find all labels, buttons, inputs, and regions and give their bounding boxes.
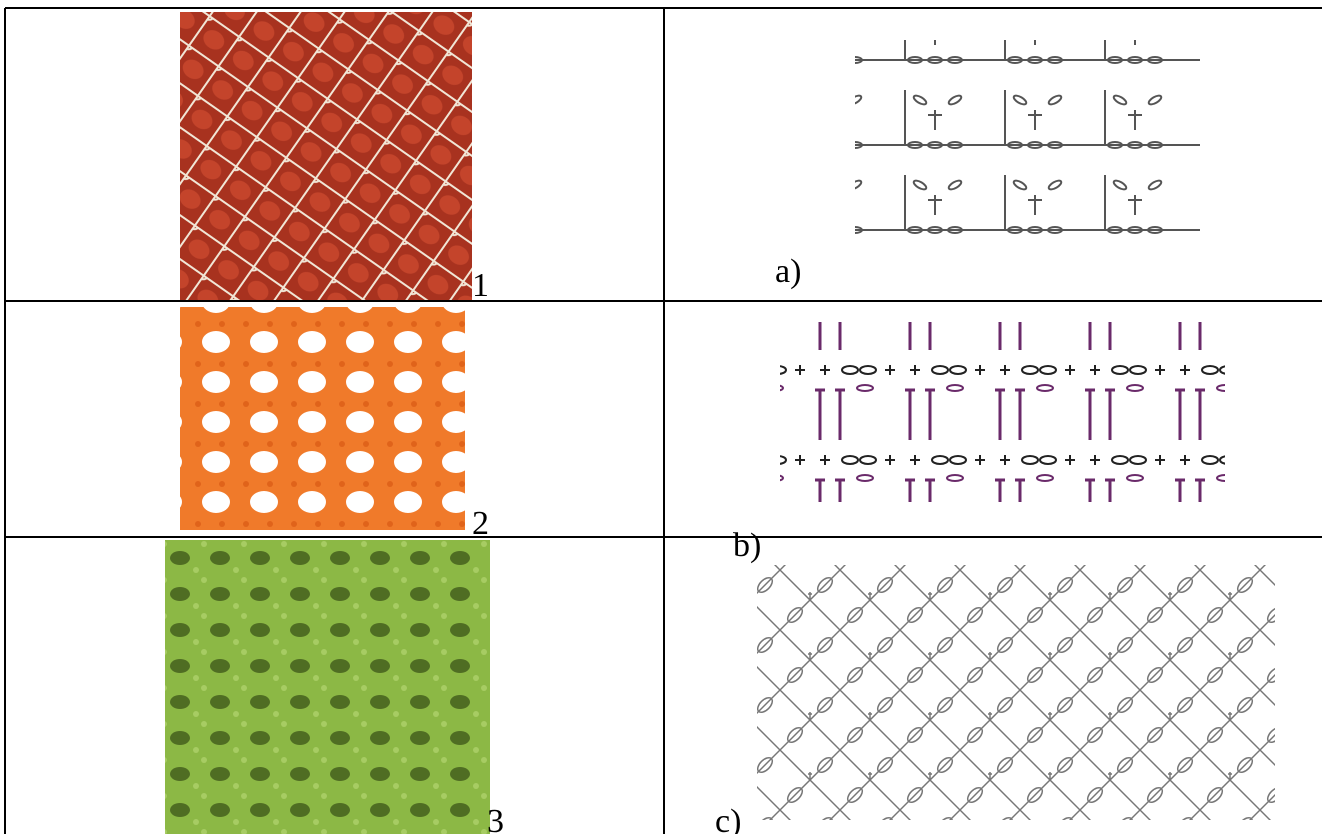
table-grid [4,7,1322,834]
sample-label: 1 [472,267,489,304]
pattern-diagram-c [757,565,1275,820]
pattern-diagram-a [855,40,1200,245]
green-mesh-sample [165,540,490,834]
diagram-label: a) [775,253,801,290]
orange-mesh-sample [180,307,465,530]
red-mesh-sample [180,12,472,300]
sample-label: 3 [487,803,504,834]
sample-label: 2 [472,505,489,542]
diagram-label: b) [733,527,761,564]
diagram-label: c) [715,803,741,834]
pattern-diagram-b [780,322,1225,502]
